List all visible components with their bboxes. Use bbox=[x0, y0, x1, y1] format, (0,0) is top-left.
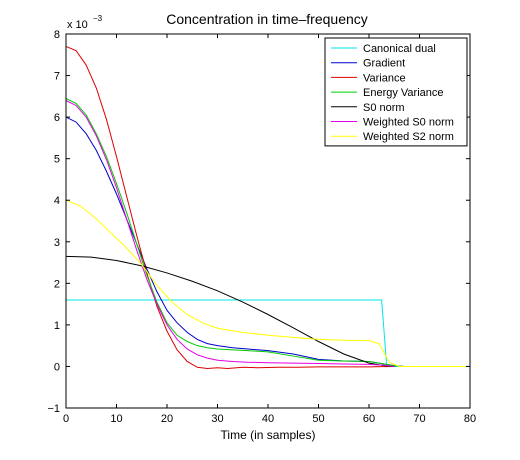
legend-label: Variance bbox=[363, 72, 406, 84]
svg-text:x 10: x 10 bbox=[67, 19, 88, 31]
series-line-6 bbox=[65, 199, 470, 367]
x-tick-label: 20 bbox=[161, 413, 173, 425]
x-tick-label: 70 bbox=[413, 413, 425, 425]
y-tick-label: −1 bbox=[47, 403, 60, 415]
y-tick-label: 6 bbox=[54, 112, 60, 124]
series-line-1 bbox=[65, 116, 405, 367]
series-line-0 bbox=[66, 299, 470, 367]
chart-title: Concentration in time–frequency bbox=[166, 11, 368, 27]
y-tick-label: 8 bbox=[54, 29, 60, 41]
legend-label: Gradient bbox=[363, 58, 405, 70]
x-tick-label: 10 bbox=[110, 413, 122, 425]
y-tick-label: 1 bbox=[54, 320, 60, 332]
x-axis-label: Time (in samples) bbox=[221, 428, 316, 442]
series-line-5 bbox=[65, 100, 395, 367]
y-exponent-label: x 10 −3 bbox=[67, 14, 103, 31]
y-tick-label: 4 bbox=[54, 195, 60, 207]
x-tick-label: 40 bbox=[262, 413, 274, 425]
series-line-2 bbox=[65, 46, 395, 370]
x-tick-label: 60 bbox=[363, 413, 375, 425]
x-tick-label: 0 bbox=[63, 413, 69, 425]
svg-text:−3: −3 bbox=[93, 14, 103, 23]
y-tick-label: 2 bbox=[54, 278, 60, 290]
series-line-3 bbox=[65, 97, 405, 367]
legend: Canonical dual Gradient Variance Energy Var… bbox=[324, 37, 468, 147]
plot-area bbox=[65, 46, 470, 370]
legend-label: Weighted S2 norm bbox=[363, 131, 454, 143]
legend-label: Weighted S0 norm bbox=[363, 117, 454, 129]
y-tick-label: 5 bbox=[54, 154, 60, 166]
y-tick-label: 3 bbox=[54, 237, 60, 249]
legend-label: Canonical dual bbox=[363, 43, 436, 55]
legend-label: S0 norm bbox=[363, 102, 405, 114]
series-line-4 bbox=[65, 255, 395, 367]
x-tick-label: 80 bbox=[464, 413, 476, 425]
y-tick-label: 7 bbox=[54, 71, 60, 83]
legend-label: Energy Variance bbox=[363, 87, 444, 99]
y-tick-label: 0 bbox=[54, 361, 60, 373]
x-tick-label: 30 bbox=[211, 413, 223, 425]
x-tick-label: 50 bbox=[312, 413, 324, 425]
